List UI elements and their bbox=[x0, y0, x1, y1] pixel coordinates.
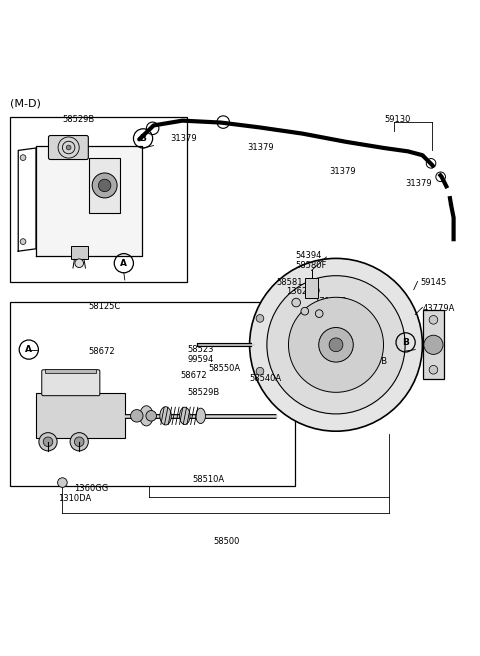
Text: 58672: 58672 bbox=[89, 348, 115, 356]
Bar bbox=[10, 117, 187, 282]
Text: 1360GG: 1360GG bbox=[74, 484, 108, 493]
Ellipse shape bbox=[180, 407, 190, 424]
Circle shape bbox=[43, 437, 53, 447]
Circle shape bbox=[301, 308, 309, 315]
Circle shape bbox=[74, 437, 84, 447]
Circle shape bbox=[98, 179, 111, 192]
FancyBboxPatch shape bbox=[42, 370, 100, 396]
Bar bbox=[10, 302, 295, 486]
FancyBboxPatch shape bbox=[423, 310, 444, 379]
Circle shape bbox=[20, 239, 26, 245]
Text: 58581: 58581 bbox=[276, 278, 302, 287]
Text: 31379: 31379 bbox=[406, 180, 432, 188]
Ellipse shape bbox=[140, 406, 153, 426]
Polygon shape bbox=[36, 146, 142, 256]
Ellipse shape bbox=[196, 408, 205, 424]
Circle shape bbox=[424, 335, 443, 354]
Circle shape bbox=[256, 367, 264, 375]
Text: 58523: 58523 bbox=[187, 345, 214, 354]
Circle shape bbox=[75, 259, 84, 268]
Text: 1362ND: 1362ND bbox=[286, 287, 320, 297]
Circle shape bbox=[131, 409, 143, 422]
Text: 58510A: 58510A bbox=[192, 475, 224, 483]
Circle shape bbox=[329, 338, 343, 352]
Circle shape bbox=[288, 297, 384, 392]
Circle shape bbox=[315, 310, 323, 318]
Bar bbox=[71, 247, 88, 259]
Text: 1310DA: 1310DA bbox=[58, 494, 91, 503]
Text: 54394: 54394 bbox=[295, 251, 322, 260]
Ellipse shape bbox=[160, 407, 171, 425]
Text: 58500: 58500 bbox=[214, 537, 240, 546]
Circle shape bbox=[58, 478, 67, 487]
Circle shape bbox=[250, 258, 422, 431]
Circle shape bbox=[429, 316, 438, 324]
FancyBboxPatch shape bbox=[48, 136, 88, 159]
Bar bbox=[36, 393, 125, 438]
Circle shape bbox=[292, 298, 300, 307]
Text: 58672: 58672 bbox=[180, 371, 206, 380]
Text: B: B bbox=[402, 338, 409, 347]
Circle shape bbox=[256, 315, 264, 322]
Text: 58540A: 58540A bbox=[250, 374, 282, 383]
Circle shape bbox=[319, 327, 353, 362]
Circle shape bbox=[429, 365, 438, 374]
Text: 58580F: 58580F bbox=[295, 261, 326, 270]
Text: 31379: 31379 bbox=[247, 144, 274, 152]
Text: 58529B: 58529B bbox=[187, 388, 219, 398]
Circle shape bbox=[39, 433, 57, 451]
Text: 58529B: 58529B bbox=[62, 115, 95, 124]
Text: 59145: 59145 bbox=[420, 278, 446, 287]
Text: 99594: 99594 bbox=[187, 355, 214, 363]
Bar bbox=[45, 369, 96, 373]
Circle shape bbox=[20, 155, 26, 161]
Text: 43779A: 43779A bbox=[422, 304, 455, 314]
Text: B: B bbox=[140, 134, 146, 143]
Text: 1710AB: 1710AB bbox=[314, 297, 347, 306]
Bar bbox=[89, 157, 120, 213]
Text: 58125C: 58125C bbox=[89, 302, 121, 311]
Text: (M-D): (M-D) bbox=[10, 98, 40, 108]
Text: 31379: 31379 bbox=[170, 134, 197, 143]
Text: A: A bbox=[25, 345, 32, 354]
Circle shape bbox=[70, 433, 88, 451]
Text: A: A bbox=[120, 258, 127, 268]
Circle shape bbox=[92, 173, 117, 198]
Circle shape bbox=[267, 276, 405, 414]
Text: 31379: 31379 bbox=[329, 167, 355, 176]
Text: 59130: 59130 bbox=[384, 115, 410, 124]
Text: 59110B: 59110B bbox=[355, 357, 387, 366]
Circle shape bbox=[66, 145, 71, 150]
Circle shape bbox=[146, 411, 156, 421]
Bar bbox=[305, 277, 318, 298]
Text: 58550A: 58550A bbox=[209, 364, 241, 373]
